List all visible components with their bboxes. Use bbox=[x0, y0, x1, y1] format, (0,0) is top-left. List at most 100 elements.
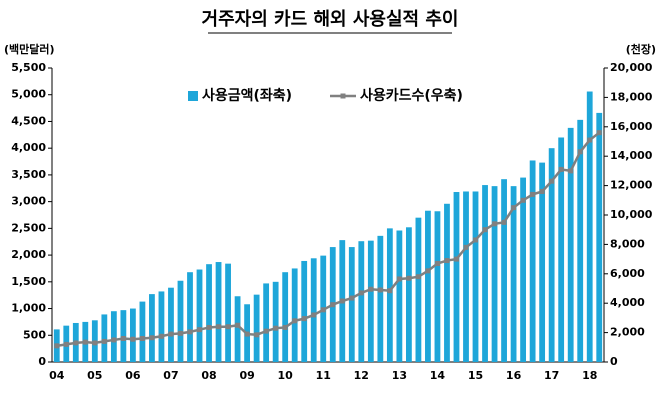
line-marker bbox=[206, 324, 212, 330]
chart-title: 거주자의 카드 해외 사용실적 추이 bbox=[202, 9, 459, 30]
line-marker bbox=[149, 335, 155, 341]
bar bbox=[558, 137, 565, 362]
line-marker bbox=[539, 188, 545, 194]
line-marker bbox=[311, 312, 317, 318]
bar bbox=[149, 294, 155, 362]
y-tick-label: 2,500 bbox=[11, 221, 46, 234]
bar bbox=[348, 247, 355, 362]
bar bbox=[567, 127, 574, 363]
line-marker bbox=[520, 197, 526, 203]
y2-tick-label: 0 bbox=[610, 355, 618, 368]
y-tick-label: 3,000 bbox=[11, 195, 46, 208]
y2-tick-label: 18,000 bbox=[610, 90, 653, 103]
bar bbox=[310, 258, 317, 362]
bar bbox=[253, 294, 260, 362]
bar bbox=[425, 210, 431, 362]
bar bbox=[234, 296, 241, 362]
line-marker bbox=[168, 331, 174, 337]
x-tick-label: 05 bbox=[87, 369, 102, 382]
bar bbox=[520, 177, 527, 362]
bar bbox=[110, 311, 117, 362]
bar bbox=[206, 264, 212, 362]
bar bbox=[282, 272, 289, 362]
line-marker bbox=[377, 287, 383, 293]
line-marker bbox=[235, 322, 241, 328]
bar bbox=[529, 160, 536, 362]
y2-tick-label: 20,000 bbox=[610, 61, 653, 74]
y-tick-label: 4,000 bbox=[11, 141, 46, 154]
bar bbox=[434, 211, 441, 362]
bar bbox=[510, 186, 517, 362]
y-tick-label: 0 bbox=[38, 355, 46, 368]
bar bbox=[586, 91, 593, 363]
line-marker bbox=[82, 339, 88, 345]
y-axis-label: (백만달러) bbox=[4, 42, 55, 56]
line-marker bbox=[244, 331, 250, 337]
line-marker bbox=[263, 328, 269, 334]
x-tick-label: 18 bbox=[582, 369, 597, 382]
line-marker bbox=[492, 221, 498, 227]
y2-tick-label: 14,000 bbox=[610, 149, 653, 162]
bar bbox=[263, 283, 270, 362]
line-marker bbox=[396, 276, 402, 282]
y-tick-label: 3,500 bbox=[11, 168, 46, 181]
bar bbox=[358, 241, 365, 362]
bar bbox=[196, 269, 203, 362]
line-marker bbox=[292, 318, 298, 324]
line-marker bbox=[434, 261, 440, 267]
line-marker bbox=[406, 275, 412, 281]
line-marker bbox=[463, 244, 469, 250]
line-marker bbox=[453, 256, 459, 262]
y2-tick-label: 16,000 bbox=[610, 120, 653, 133]
x-tick-label: 15 bbox=[468, 369, 483, 382]
line-marker bbox=[63, 341, 69, 347]
y2-tick-label: 2,000 bbox=[610, 326, 645, 339]
line-marker bbox=[273, 325, 279, 331]
x-tick-label: 04 bbox=[49, 369, 65, 382]
bar bbox=[301, 260, 308, 362]
bar bbox=[539, 162, 546, 362]
bar bbox=[139, 301, 146, 362]
line-marker bbox=[596, 130, 602, 136]
line-marker bbox=[444, 258, 450, 264]
line-marker bbox=[425, 268, 431, 274]
line-marker bbox=[54, 343, 60, 349]
y2-tick-label: 8,000 bbox=[610, 237, 645, 250]
line-marker bbox=[577, 149, 583, 155]
line-marker bbox=[187, 329, 193, 335]
bar bbox=[415, 217, 422, 362]
line-marker bbox=[158, 333, 164, 339]
line-marker bbox=[120, 335, 126, 341]
bar bbox=[444, 203, 450, 362]
y-tick-label: 1,000 bbox=[11, 302, 46, 315]
line bbox=[56, 131, 601, 348]
line-marker bbox=[177, 330, 183, 336]
legend-marker bbox=[340, 93, 346, 99]
y-tick-label: 1,500 bbox=[11, 275, 46, 288]
line-marker bbox=[225, 324, 231, 330]
line-marker bbox=[216, 324, 222, 330]
line-marker bbox=[530, 191, 536, 197]
line-marker bbox=[387, 288, 393, 294]
bar bbox=[291, 268, 298, 362]
line-marker bbox=[197, 327, 203, 333]
x-tick-label: 12 bbox=[354, 369, 369, 382]
x-tick-label: 08 bbox=[201, 369, 216, 382]
y2-tick-label: 12,000 bbox=[610, 179, 653, 192]
legend-label: 사용금액(좌축) bbox=[202, 87, 292, 104]
line-marker bbox=[92, 340, 98, 346]
line-marker bbox=[358, 290, 364, 296]
x-tick-label: 10 bbox=[278, 369, 294, 382]
line-marker bbox=[301, 316, 307, 322]
bar bbox=[596, 112, 603, 362]
bar bbox=[463, 191, 469, 362]
bar bbox=[129, 308, 136, 362]
line-marker bbox=[254, 332, 260, 338]
line-marker bbox=[587, 137, 593, 143]
bar bbox=[367, 240, 374, 362]
line-marker bbox=[415, 274, 421, 280]
line-marker bbox=[511, 205, 517, 211]
legend-label: 사용카드수(우축) bbox=[360, 88, 463, 104]
y-tick-label: 5,000 bbox=[11, 88, 46, 101]
bar bbox=[177, 280, 184, 362]
